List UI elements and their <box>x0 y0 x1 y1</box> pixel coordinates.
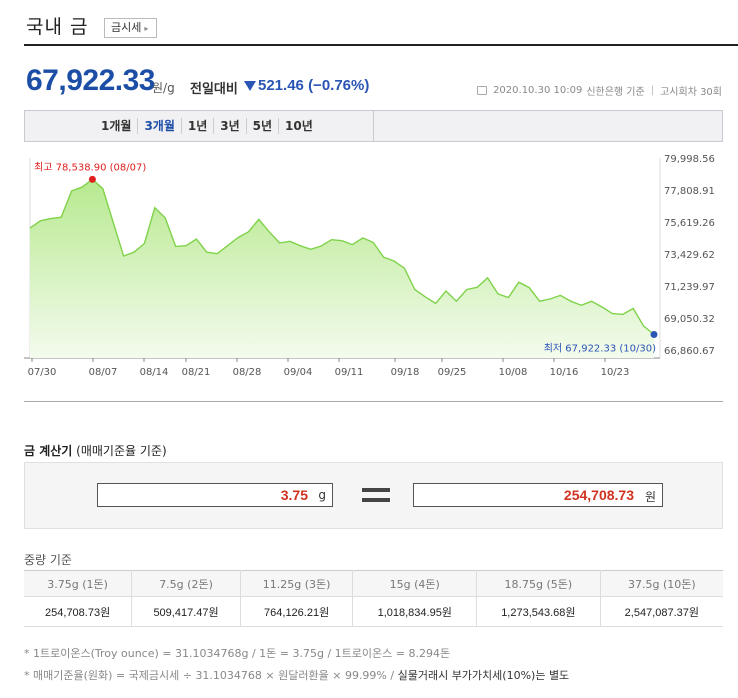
weight-table: 3.75g (1돈) 7.5g (2돈) 11.25g (3돈) 15g (4돈) 18… <box>24 570 723 627</box>
y-tick-label-2: 75,619.26 <box>664 218 715 229</box>
x-tick-label-9: 10/08 <box>499 367 528 378</box>
chart-bottom-border <box>24 401 723 402</box>
meta-datetime: 2020.10.30 10:09 <box>493 85 583 96</box>
current-price: 67,922.33 <box>26 64 155 97</box>
meta-bank: 신한은행 기준 <box>586 87 645 98</box>
calculator-subtitle: (매매기준율 기준) <box>76 444 167 458</box>
result-value: 254,708.73 <box>563 487 634 503</box>
min-label: 최저 67,922.33 (10/30) <box>544 342 656 354</box>
weight-header-3: 15g (4돈) <box>352 570 478 597</box>
price-unit: 원/g <box>152 81 175 95</box>
weight-input-unit: g <box>318 488 326 502</box>
price-meta: 2020.10.30 10:09 신한은행 기준 | 고시회차 30회 <box>477 83 722 98</box>
y-tick-label-6: 66,860.67 <box>664 346 715 357</box>
weight-header-5: 37.5g (10돈) <box>600 570 723 597</box>
weight-value-1: 509,417.47원 <box>131 596 241 627</box>
x-tick-label-6: 09/11 <box>335 367 364 378</box>
chevron-right-icon: ▸ <box>144 24 149 33</box>
vat-note: 실물거래시 부가가치세(10%)는 별도 <box>397 669 570 682</box>
y-tick-labels: 79,998.56 77,808.91 75,619.26 73,429.62 71,2… <box>664 154 715 357</box>
gold-price-button-label: 금시세 <box>111 21 142 34</box>
x-tick-label-11: 10/23 <box>601 367 630 378</box>
max-label: 최고 78,538.90 (08/07) <box>34 161 146 173</box>
x-tick-label-1: 08/07 <box>89 367 118 378</box>
price-change: 521.46 (−0.76%) <box>258 77 369 94</box>
weight-header-0: 3.75g (1돈) <box>24 570 133 597</box>
period-tab-3[interactable]: 3년 <box>213 118 245 134</box>
exchange-rate-note-formula: * 매매기준율(원화) = 국제금시세 ÷ 31.1034768 × 원달러환율… <box>24 669 395 682</box>
x-tick-label-3: 08/21 <box>182 367 211 378</box>
compare-label: 전일대비 <box>190 82 238 97</box>
period-tab-list: 1개월 3개월 1년 3년 5년 10년 <box>95 118 319 134</box>
period-tab-4[interactable]: 5년 <box>245 118 278 134</box>
weight-value-3: 1,018,834.95원 <box>352 596 478 627</box>
gold-price-button[interactable]: 금시세 ▸ <box>104 18 158 38</box>
period-tab-0[interactable]: 1개월 <box>101 119 132 133</box>
x-tick-label-8: 09/25 <box>438 367 467 378</box>
chart-area <box>30 179 654 358</box>
period-tab-1[interactable]: 3개월 <box>137 118 180 134</box>
period-tab-2[interactable]: 1년 <box>180 118 213 134</box>
change-percent: (−0.76%) <box>308 77 370 94</box>
weight-table-row: 254,708.73원 509,417.47원 764,126.21원 1,018,8… <box>24 596 723 627</box>
weight-table-header: 3.75g (1돈) 7.5g (2돈) 11.25g (3돈) 15g (4돈) 18… <box>24 570 723 597</box>
x-tick-labels: 07/30 08/07 08/14 08/21 08/28 09/04 09/11 09/18… <box>28 358 630 378</box>
max-point <box>88 175 96 183</box>
y-tick-label-5: 69,050.32 <box>664 314 715 325</box>
down-triangle-icon <box>244 81 256 91</box>
period-tabs: 1개월 3개월 1년 3년 5년 10년 <box>24 110 723 142</box>
troy-ounce-note: * 1트로이온스(Troy ounce) = 31.1034768g / 1돈 … <box>24 647 451 660</box>
period-divider <box>373 111 374 141</box>
price-chart: 79,998.56 77,808.91 75,619.26 73,429.62 71,2… <box>24 154 715 378</box>
weight-input[interactable]: 3.75 g <box>97 483 333 507</box>
weight-table-title: 중량 기준 <box>24 553 72 567</box>
min-point <box>650 330 658 338</box>
weight-header-2: 11.25g (3돈) <box>240 570 354 597</box>
change-amount: 521.46 <box>258 77 304 94</box>
result-unit: 원 <box>644 490 656 504</box>
weight-value-0: 254,708.73원 <box>24 596 133 627</box>
x-tick-label-10: 10/16 <box>550 367 579 378</box>
result-field[interactable]: 254,708.73 원 <box>413 483 663 507</box>
calculator-panel: 3.75 g 254,708.73 원 <box>24 462 723 529</box>
weight-value-5: 2,547,087.37원 <box>600 596 723 627</box>
x-tick-label-4: 08/28 <box>233 367 262 378</box>
calculator-title-main: 금 계산기 <box>24 444 73 458</box>
calendar-icon <box>477 86 488 95</box>
y-tick-label-1: 77,808.91 <box>664 186 715 197</box>
y-tick-label-0: 79,998.56 <box>664 154 715 165</box>
weight-header-4: 18.75g (5돈) <box>476 570 601 597</box>
x-tick-label-7: 09/18 <box>391 367 420 378</box>
weight-header-1: 7.5g (2돈) <box>131 570 241 597</box>
weight-value-2: 764,126.21원 <box>240 596 354 627</box>
weight-value-4: 1,273,543.68원 <box>476 596 601 627</box>
meta-round: 고시회차 30회 <box>660 87 722 98</box>
x-tick-label-0: 07/30 <box>28 367 57 378</box>
meta-separator: | <box>650 85 655 96</box>
x-tick-label-5: 09/04 <box>284 367 313 378</box>
equals-icon <box>362 488 390 502</box>
y-tick-label-3: 73,429.62 <box>664 250 715 261</box>
weight-input-value: 3.75 <box>280 487 308 503</box>
chart-line <box>29 178 655 336</box>
page-header: 국내 금 금시세 ▸ <box>24 0 738 46</box>
calculator-title: 금 계산기 (매매기준율 기준) <box>24 442 167 459</box>
period-tab-5[interactable]: 10년 <box>278 118 319 134</box>
y-tick-label-4: 71,239.97 <box>664 282 715 293</box>
exchange-rate-note: * 매매기준율(원화) = 국제금시세 ÷ 31.1034768 × 원달러환율… <box>24 667 569 683</box>
page-title: 국내 금 <box>26 16 89 38</box>
x-tick-label-2: 08/14 <box>140 367 169 378</box>
